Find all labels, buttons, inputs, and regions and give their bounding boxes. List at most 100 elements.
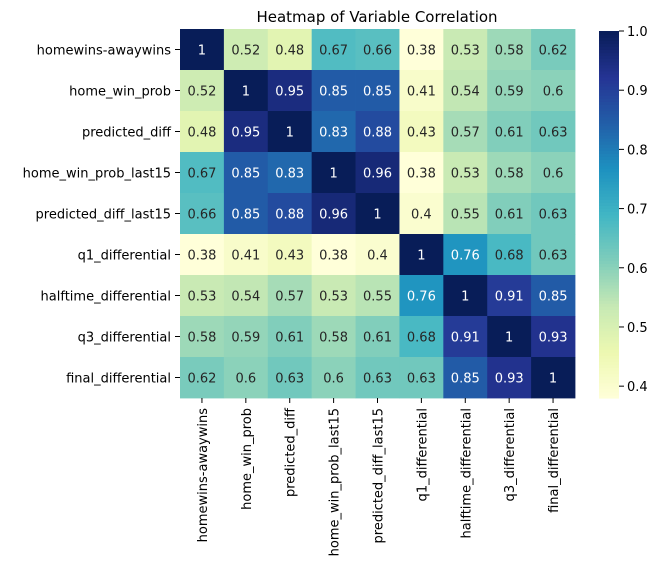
heatmap-cell — [180, 275, 225, 317]
cell-value-label: 0.6 — [543, 85, 564, 100]
cell-value-label: 0.61 — [275, 331, 304, 346]
colorbar-segment — [599, 217, 619, 222]
colorbar-segment — [599, 379, 619, 384]
colorbar-segment — [599, 272, 619, 277]
heatmap-cell — [399, 152, 444, 194]
colorbar-segment — [599, 76, 619, 81]
cell-value-label: 0.54 — [451, 85, 480, 100]
cell-value-label: 0.95 — [275, 85, 304, 100]
colorbar-tick-label: 1.0 — [627, 25, 648, 40]
cell-value-label: 0.63 — [363, 372, 392, 387]
cell-value-label: 1 — [549, 372, 557, 387]
heatmap-cell — [311, 152, 356, 194]
heatmap-cell — [443, 357, 488, 399]
cell-value-label: 0.67 — [319, 44, 348, 59]
cell-value-label: 0.59 — [495, 85, 524, 100]
colorbar-segment — [599, 242, 619, 246]
colorbar-segment — [599, 275, 619, 280]
colorbar-segment — [599, 128, 619, 133]
colorbar-segment — [599, 196, 619, 200]
colorbar-segment — [599, 382, 619, 387]
colorbar-segment — [599, 79, 619, 84]
colorbar-tick-label: 0.6 — [627, 262, 648, 277]
x-tick-label: halftime_differential — [459, 408, 474, 538]
x-tick-label: homewins-awaywins — [196, 408, 211, 543]
colorbar-segment — [599, 385, 619, 390]
colorbar-segment — [599, 339, 619, 344]
colorbar-segment — [599, 168, 619, 173]
colorbar-segment — [599, 37, 619, 41]
heatmap-cell — [180, 152, 225, 194]
colorbar-segment — [599, 101, 619, 105]
colorbar-segment — [599, 349, 619, 353]
colorbar-segment — [599, 333, 619, 338]
colorbar-segment — [599, 235, 619, 240]
heatmap-cell — [311, 111, 356, 153]
colorbar-segment — [599, 34, 619, 38]
colorbar-segment — [599, 229, 619, 234]
colorbar-segment — [599, 290, 619, 295]
cell-value-label: 0.59 — [231, 331, 260, 346]
colorbar-segment — [599, 125, 619, 130]
cell-value-label: 0.41 — [407, 85, 436, 100]
heatmap-cell — [487, 70, 532, 112]
heatmap-cell — [355, 152, 400, 194]
cell-value-label: 0.53 — [451, 167, 480, 182]
heatmap-cell — [443, 316, 488, 358]
cell-value-label: 0.96 — [363, 167, 392, 182]
heatmap-cell — [311, 70, 356, 112]
colorbar-segment — [599, 208, 619, 213]
colorbar-segment — [599, 174, 619, 179]
heatmap-cell — [531, 193, 576, 235]
colorbar-segment — [599, 95, 619, 99]
colorbar-segment — [599, 223, 619, 228]
colorbar-segment — [599, 147, 619, 151]
colorbar-segment — [599, 388, 619, 393]
colorbar-segment — [599, 364, 619, 369]
colorbar-segment — [599, 269, 619, 274]
cell-value-label: 1 — [329, 167, 337, 182]
colorbar-segment — [599, 183, 619, 188]
colorbar-segment — [599, 330, 619, 335]
cell-value-label: 0.63 — [539, 208, 568, 223]
cell-value-label: 0.52 — [231, 44, 260, 59]
colorbar-segment — [599, 226, 619, 231]
colorbar-segment — [599, 131, 619, 136]
heatmap-cell — [399, 70, 444, 112]
colorbar-segment — [599, 107, 619, 112]
heatmap-cell — [487, 152, 532, 194]
colorbar-segment — [599, 214, 619, 219]
cell-value-label: 0.6 — [235, 372, 256, 387]
colorbar-tick-label: 0.7 — [627, 203, 648, 218]
colorbar-segment — [599, 98, 619, 102]
cell-value-label: 0.58 — [495, 167, 524, 182]
heatmap-cell — [355, 234, 400, 276]
cell-value-label: 0.85 — [319, 85, 348, 100]
cell-value-label: 1 — [198, 44, 206, 59]
heatmap-cell — [180, 234, 225, 276]
x-tick-label: home_win_prob_last15 — [328, 408, 343, 556]
colorbar: 0.4 0.5 0.6 0.7 0.8 0.9 1.0 — [599, 25, 648, 399]
heatmap-cell — [267, 193, 313, 235]
heatmap-cell — [355, 357, 400, 399]
cell-value-label: 0.85 — [451, 372, 480, 387]
heatmap-cell — [531, 111, 576, 153]
colorbar-segment — [599, 190, 619, 194]
heatmap-cell — [311, 357, 356, 399]
heatmap-cells: 1 0.52 0.48 0.67 0.66 0.38 0.53 0.58 0.62 0.52 1 0.… — [180, 29, 576, 399]
heatmap-cell — [531, 152, 576, 194]
heatmap-cell — [180, 29, 225, 71]
colorbar-segment — [599, 138, 619, 142]
colorbar-tick-label: 0.8 — [627, 143, 648, 158]
cell-value-label: 0.58 — [187, 331, 216, 346]
colorbar-segment — [599, 376, 619, 381]
cell-value-label: 0.58 — [319, 331, 348, 346]
colorbar-segment — [599, 119, 619, 124]
colorbar-segment — [599, 46, 619, 50]
heatmap-cell — [487, 357, 532, 399]
cell-value-label: 0.57 — [451, 126, 480, 141]
heatmap-cell — [443, 193, 488, 235]
colorbar-tick-label: 0.9 — [627, 84, 648, 99]
colorbar-segment — [599, 141, 619, 145]
